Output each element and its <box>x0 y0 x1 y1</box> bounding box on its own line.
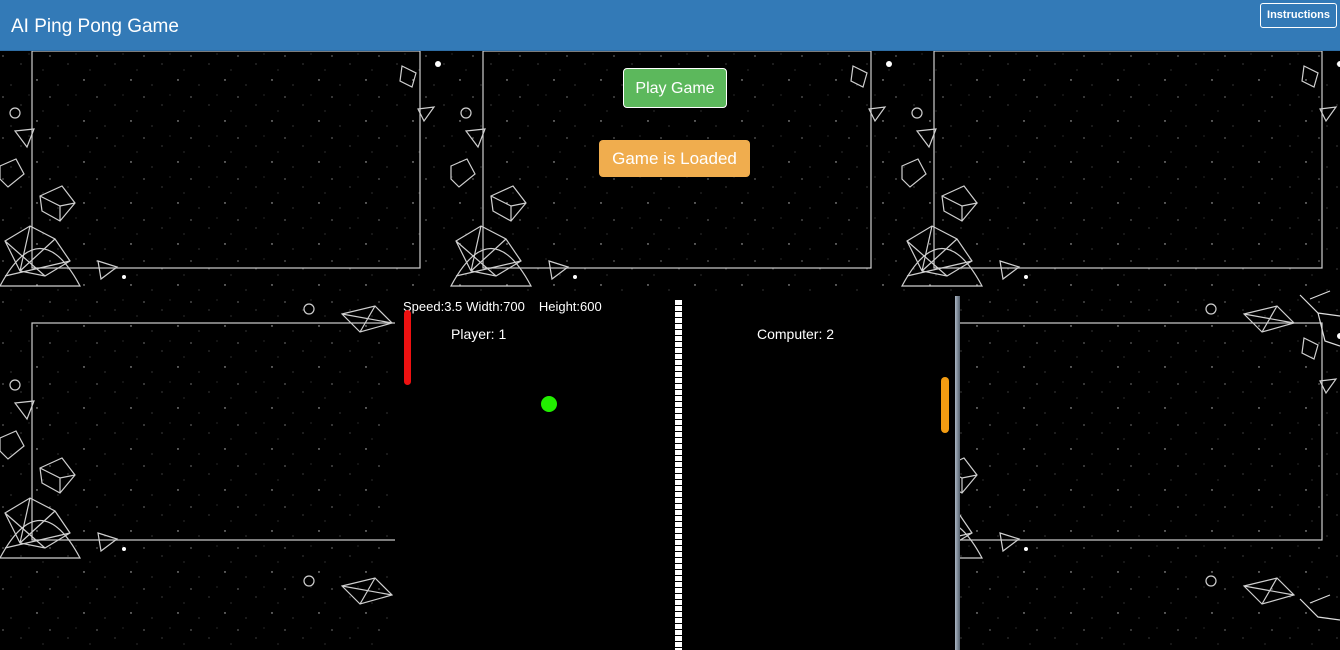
instructions-button[interactable]: Instructions <box>1260 3 1337 28</box>
center-net <box>675 300 682 650</box>
width-stat: Width:700 <box>466 299 525 314</box>
ball <box>541 396 557 412</box>
game-stats: Speed:3.5 Width:700 Height:600 <box>403 299 606 314</box>
game-court[interactable]: Speed:3.5 Width:700 Height:600 Player: 1 C… <box>395 296 955 650</box>
court-edge <box>955 296 960 650</box>
computer-score: Computer: 2 <box>757 326 835 342</box>
player-score: Player: 1 <box>451 326 507 342</box>
computer-paddle <box>941 377 949 433</box>
top-navbar: AI Ping Pong Game Instructions <box>0 0 1340 51</box>
height-stat: Height:600 <box>538 299 602 314</box>
app-title: AI Ping Pong Game <box>11 16 179 37</box>
game-status-badge: Game is Loaded <box>599 140 750 177</box>
play-game-button[interactable]: Play Game <box>623 68 727 108</box>
speed-stat: Speed:3.5 <box>403 299 463 314</box>
player-paddle[interactable] <box>404 310 411 385</box>
